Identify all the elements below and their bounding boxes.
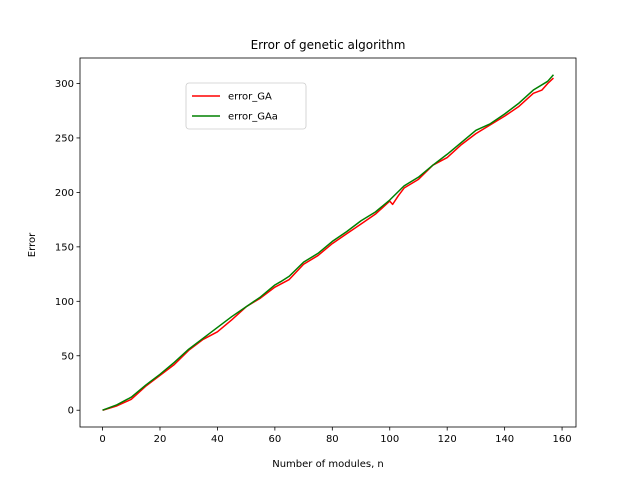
x-tick-label: 60	[269, 434, 282, 445]
legend-label-error_GA: error_GA	[228, 92, 272, 103]
plot-frame	[79, 57, 577, 428]
y-tick-label: 150	[55, 242, 74, 253]
x-tick-label: 80	[326, 434, 339, 445]
legend-label-error_GAa: error_GAa	[228, 112, 278, 123]
x-tick-label: 140	[495, 434, 514, 445]
x-tick-label: 120	[438, 434, 457, 445]
y-tick-label: 50	[61, 351, 74, 362]
y-tick-label: 300	[55, 79, 74, 90]
x-tick-label: 160	[553, 434, 572, 445]
x-tick-label: 20	[154, 434, 167, 445]
y-tick-label: 250	[55, 133, 74, 144]
x-axis: 0 20 40 60 80 100 120 140 160	[99, 427, 572, 445]
plot-area	[79, 57, 577, 428]
legend-box	[185, 82, 307, 130]
y-axis-title: Error	[27, 232, 38, 257]
y-tick-label: 200	[55, 188, 74, 199]
x-axis-title: Number of modules, n	[272, 459, 384, 470]
chart-title: Error of genetic algorithm	[251, 38, 406, 52]
y-tick-label: 100	[55, 297, 74, 308]
series-line-error_GAa	[102, 74, 555, 411]
x-tick-label: 40	[211, 434, 224, 445]
x-tick-label: 0	[99, 434, 105, 445]
series-line-error_GA	[102, 77, 554, 411]
x-tick-label: 100	[380, 434, 399, 445]
legend: error_GA error_GAa	[185, 82, 307, 130]
y-axis: 0 50 100 150 200 250 300	[55, 79, 80, 417]
y-tick-label: 0	[68, 406, 74, 417]
